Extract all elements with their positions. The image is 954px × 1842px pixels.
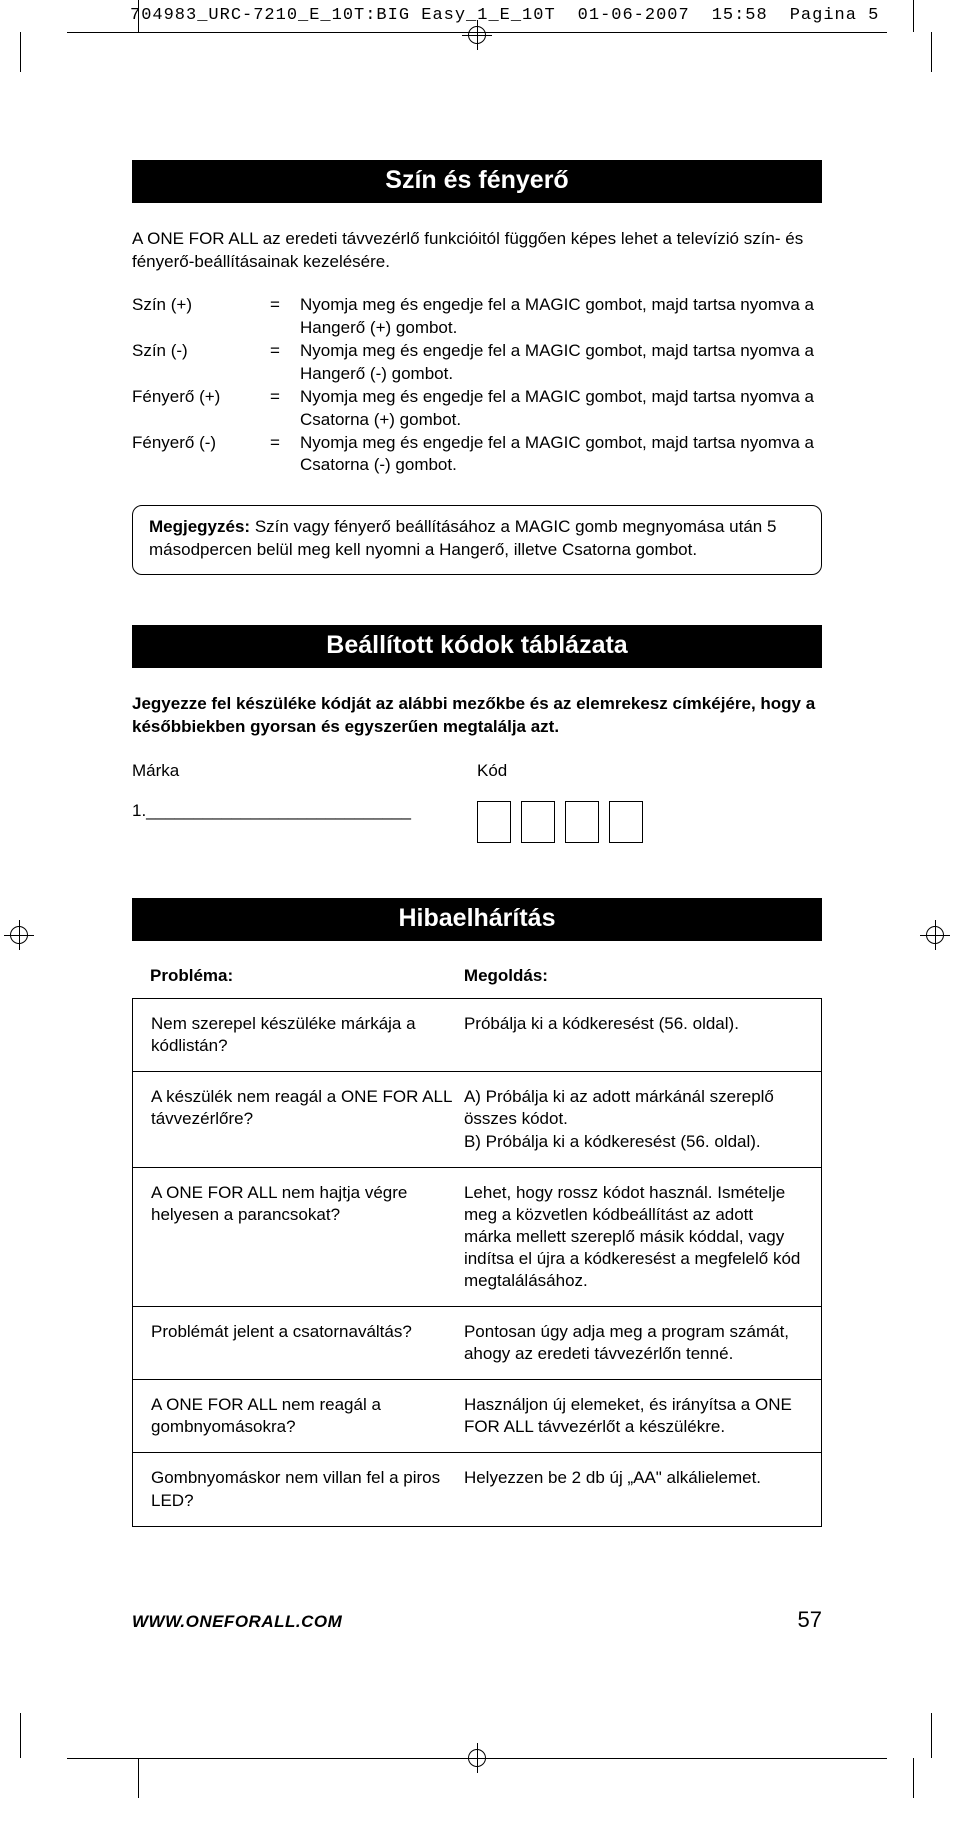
table-row: A ONE FOR ALL nem hajtja végre helyesen … (133, 1168, 821, 1307)
def-row: Fényerő (-) = Nyomja meg és engedje fel … (132, 432, 822, 478)
solution-cell: Lehet, hogy rossz kódot használ. Ismétel… (464, 1182, 803, 1292)
def-val: Nyomja meg és engedje fel a MAGIC gombot… (300, 432, 822, 478)
brand-column: Márka 1.____________________________ (132, 761, 477, 821)
registration-mark-icon (4, 920, 34, 950)
crop-mark (931, 32, 932, 72)
code-digit-box[interactable] (477, 801, 511, 843)
prepress-date: 01-06-2007 (578, 6, 690, 25)
section1-intro: A ONE FOR ALL az eredeti távvezérlő funk… (132, 228, 822, 274)
def-label: Fényerő (-) (132, 432, 270, 478)
section-title-troubleshooting: Hibaelhárítás (132, 898, 822, 941)
code-digit-box[interactable] (521, 801, 555, 843)
def-eq: = (270, 432, 300, 478)
solution-cell: Pontosan úgy adja meg a program számát, … (464, 1321, 803, 1365)
section2-instruction: Jegyezze fel készüléke kódját az alábbi … (132, 693, 822, 739)
content-column: Szín és fényerő A ONE FOR ALL az eredeti… (132, 160, 822, 1633)
code-column: Kód (477, 761, 822, 843)
crop-mark (138, 1758, 139, 1798)
def-label: Szín (-) (132, 340, 270, 386)
crop-mark (913, 1758, 914, 1798)
brand-header: Márka (132, 761, 477, 781)
def-row: Szín (+) = Nyomja meg és engedje fel a M… (132, 294, 822, 340)
code-digit-box[interactable] (565, 801, 599, 843)
solution-cell: Helyezzen be 2 db új „AA" alkálielemet. (464, 1467, 803, 1511)
table-row: A készülék nem reagál a ONE FOR ALL távv… (133, 1072, 821, 1167)
crop-mark (20, 1713, 21, 1758)
table-row: Problémát jelent a csatornaváltás? Ponto… (133, 1307, 821, 1380)
code-digit-box[interactable] (609, 801, 643, 843)
section-title-codes-table: Beállított kódok táblázata (132, 625, 822, 668)
note-label: Megjegyzés: (149, 517, 250, 536)
crop-mark (20, 32, 21, 72)
note-box: Megjegyzés: Szín vagy fényerő beállításá… (132, 505, 822, 575)
prepress-time: 15:58 (712, 6, 768, 25)
problem-cell: Gombnyomáskor nem villan fel a piros LED… (151, 1467, 464, 1511)
code-entry-area: Márka 1.____________________________ Kód (132, 761, 822, 843)
table-row: Nem szerepel készüléke márkája a kódlist… (133, 999, 821, 1072)
table-row: Gombnyomáskor nem villan fel a piros LED… (133, 1453, 821, 1525)
solution-cell: Használjon új elemeket, és irányítsa a O… (464, 1394, 803, 1438)
registration-mark-icon (920, 920, 950, 950)
table-row: A ONE FOR ALL nem reagál a gombnyomásokr… (133, 1380, 821, 1453)
code-header: Kód (477, 761, 822, 781)
crop-mark (913, 0, 914, 32)
trouble-table: Nem szerepel készüléke márkája a kódlist… (132, 998, 822, 1527)
problem-header: Probléma: (150, 966, 464, 986)
problem-cell: A ONE FOR ALL nem reagál a gombnyomásokr… (151, 1394, 464, 1438)
section-title-color-brightness: Szín és fényerő (132, 160, 822, 203)
page-frame: 704983_URC-7210_E_10T:BIG Easy_1_E_10T01… (0, 0, 954, 1803)
def-eq: = (270, 340, 300, 386)
footer-url: WWW.ONEFORALL.COM (132, 1612, 342, 1632)
crop-mark (138, 0, 139, 32)
def-eq: = (270, 386, 300, 432)
brand-entry-line: 1.____________________________ (132, 801, 477, 821)
prepress-header: 704983_URC-7210_E_10T:BIG Easy_1_E_10T01… (0, 0, 954, 70)
bottom-crop-area (0, 1713, 954, 1803)
crop-mark (931, 1713, 932, 1758)
def-val: Nyomja meg és engedje fel a MAGIC gombot… (300, 340, 822, 386)
prepress-filename-line: 704983_URC-7210_E_10T:BIG Easy_1_E_10T01… (130, 6, 879, 25)
prepress-pagina: Pagina 5 (790, 6, 880, 25)
def-row: Szín (-) = Nyomja meg és engedje fel a M… (132, 340, 822, 386)
code-boxes (477, 801, 822, 843)
solution-cell: Próbálja ki a kódkeresést (56. oldal). (464, 1013, 803, 1057)
def-val: Nyomja meg és engedje fel a MAGIC gombot… (300, 294, 822, 340)
footer-page-number: 57 (798, 1607, 822, 1633)
definitions-table: Szín (+) = Nyomja meg és engedje fel a M… (132, 294, 822, 478)
problem-cell: Nem szerepel készüléke márkája a kódlist… (151, 1013, 464, 1057)
def-val: Nyomja meg és engedje fel a MAGIC gombot… (300, 386, 822, 432)
def-label: Szín (+) (132, 294, 270, 340)
registration-mark-icon (462, 1743, 492, 1773)
solution-cell: A) Próbálja ki az adott márkánál szerepl… (464, 1086, 803, 1152)
def-eq: = (270, 294, 300, 340)
solution-header: Megoldás: (464, 966, 548, 986)
problem-cell: A ONE FOR ALL nem hajtja végre helyesen … (151, 1182, 464, 1292)
registration-mark-icon (462, 20, 492, 50)
def-label: Fényerő (+) (132, 386, 270, 432)
trouble-header-row: Probléma: Megoldás: (132, 966, 822, 986)
problem-cell: A készülék nem reagál a ONE FOR ALL távv… (151, 1086, 464, 1152)
def-row: Fényerő (+) = Nyomja meg és engedje fel … (132, 386, 822, 432)
problem-cell: Problémát jelent a csatornaváltás? (151, 1321, 464, 1365)
page-footer: WWW.ONEFORALL.COM 57 (132, 1607, 822, 1633)
